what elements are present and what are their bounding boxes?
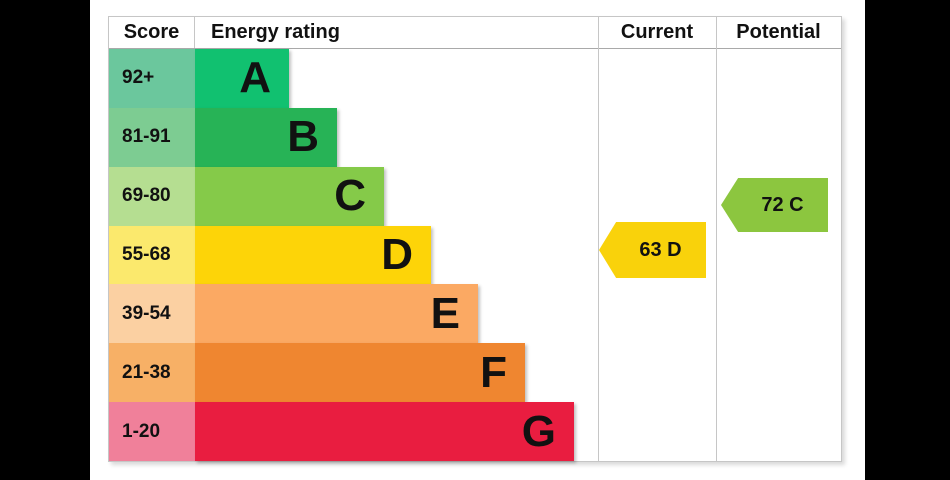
score-cell-a: 92+ [109, 49, 195, 108]
rating-row-a: 92+ A [109, 49, 841, 108]
rating-row-d: 55-68 D [109, 225, 841, 285]
rating-letter-a: A [239, 53, 271, 103]
score-cell-f: 21-38 [109, 343, 195, 403]
rating-row-e: 39-54 E [109, 284, 841, 344]
rating-letter-g: G [521, 406, 556, 456]
rating-row-f: 21-38 F [109, 343, 841, 403]
current-rating-label: 63 D [639, 238, 682, 261]
header-energy-rating: Energy rating [211, 21, 340, 43]
header-current: Current [620, 21, 694, 43]
rating-rows: 92+ A 81-91 B 69-80 C 55-68 [109, 49, 841, 462]
rating-letter-b: B [287, 112, 319, 162]
rating-letter-f: F [480, 347, 507, 397]
potential-rating-label: 72 C [761, 193, 804, 216]
rating-bar-g: G [195, 402, 574, 462]
rating-row-c: 69-80 C [109, 166, 841, 226]
score-cell-e: 39-54 [109, 284, 195, 344]
rating-letter-e: E [430, 288, 460, 338]
rating-bar-c: C [195, 166, 384, 226]
score-cell-c: 69-80 [109, 166, 195, 226]
header-score: Score [109, 17, 195, 48]
score-cell-d: 55-68 [109, 225, 195, 285]
rating-table: Score Energy rating Current Potential 92… [108, 16, 842, 462]
rating-letter-d: D [381, 230, 413, 279]
left-black-panel [0, 0, 90, 480]
rating-bar-f: F [195, 343, 525, 403]
potential-rating-arrow: 72 C [721, 178, 828, 232]
header-potential: Potential [736, 21, 821, 43]
rating-bar-a: A [195, 49, 289, 108]
rating-bar-b: B [195, 107, 337, 167]
column-divider-potential [716, 17, 717, 461]
right-black-panel [865, 0, 950, 480]
rating-letter-c: C [334, 171, 366, 221]
rating-row-b: 81-91 B [109, 107, 841, 167]
rating-row-g: 1-20 G [109, 402, 841, 462]
score-cell-g: 1-20 [109, 402, 195, 462]
score-cell-b: 81-91 [109, 107, 195, 167]
rating-bar-e: E [195, 284, 478, 344]
column-divider-current [598, 17, 599, 461]
current-rating-arrow: 63 D [599, 222, 706, 278]
table-header: Score Energy rating Current Potential [109, 17, 841, 49]
rating-bar-d: D [195, 225, 431, 285]
